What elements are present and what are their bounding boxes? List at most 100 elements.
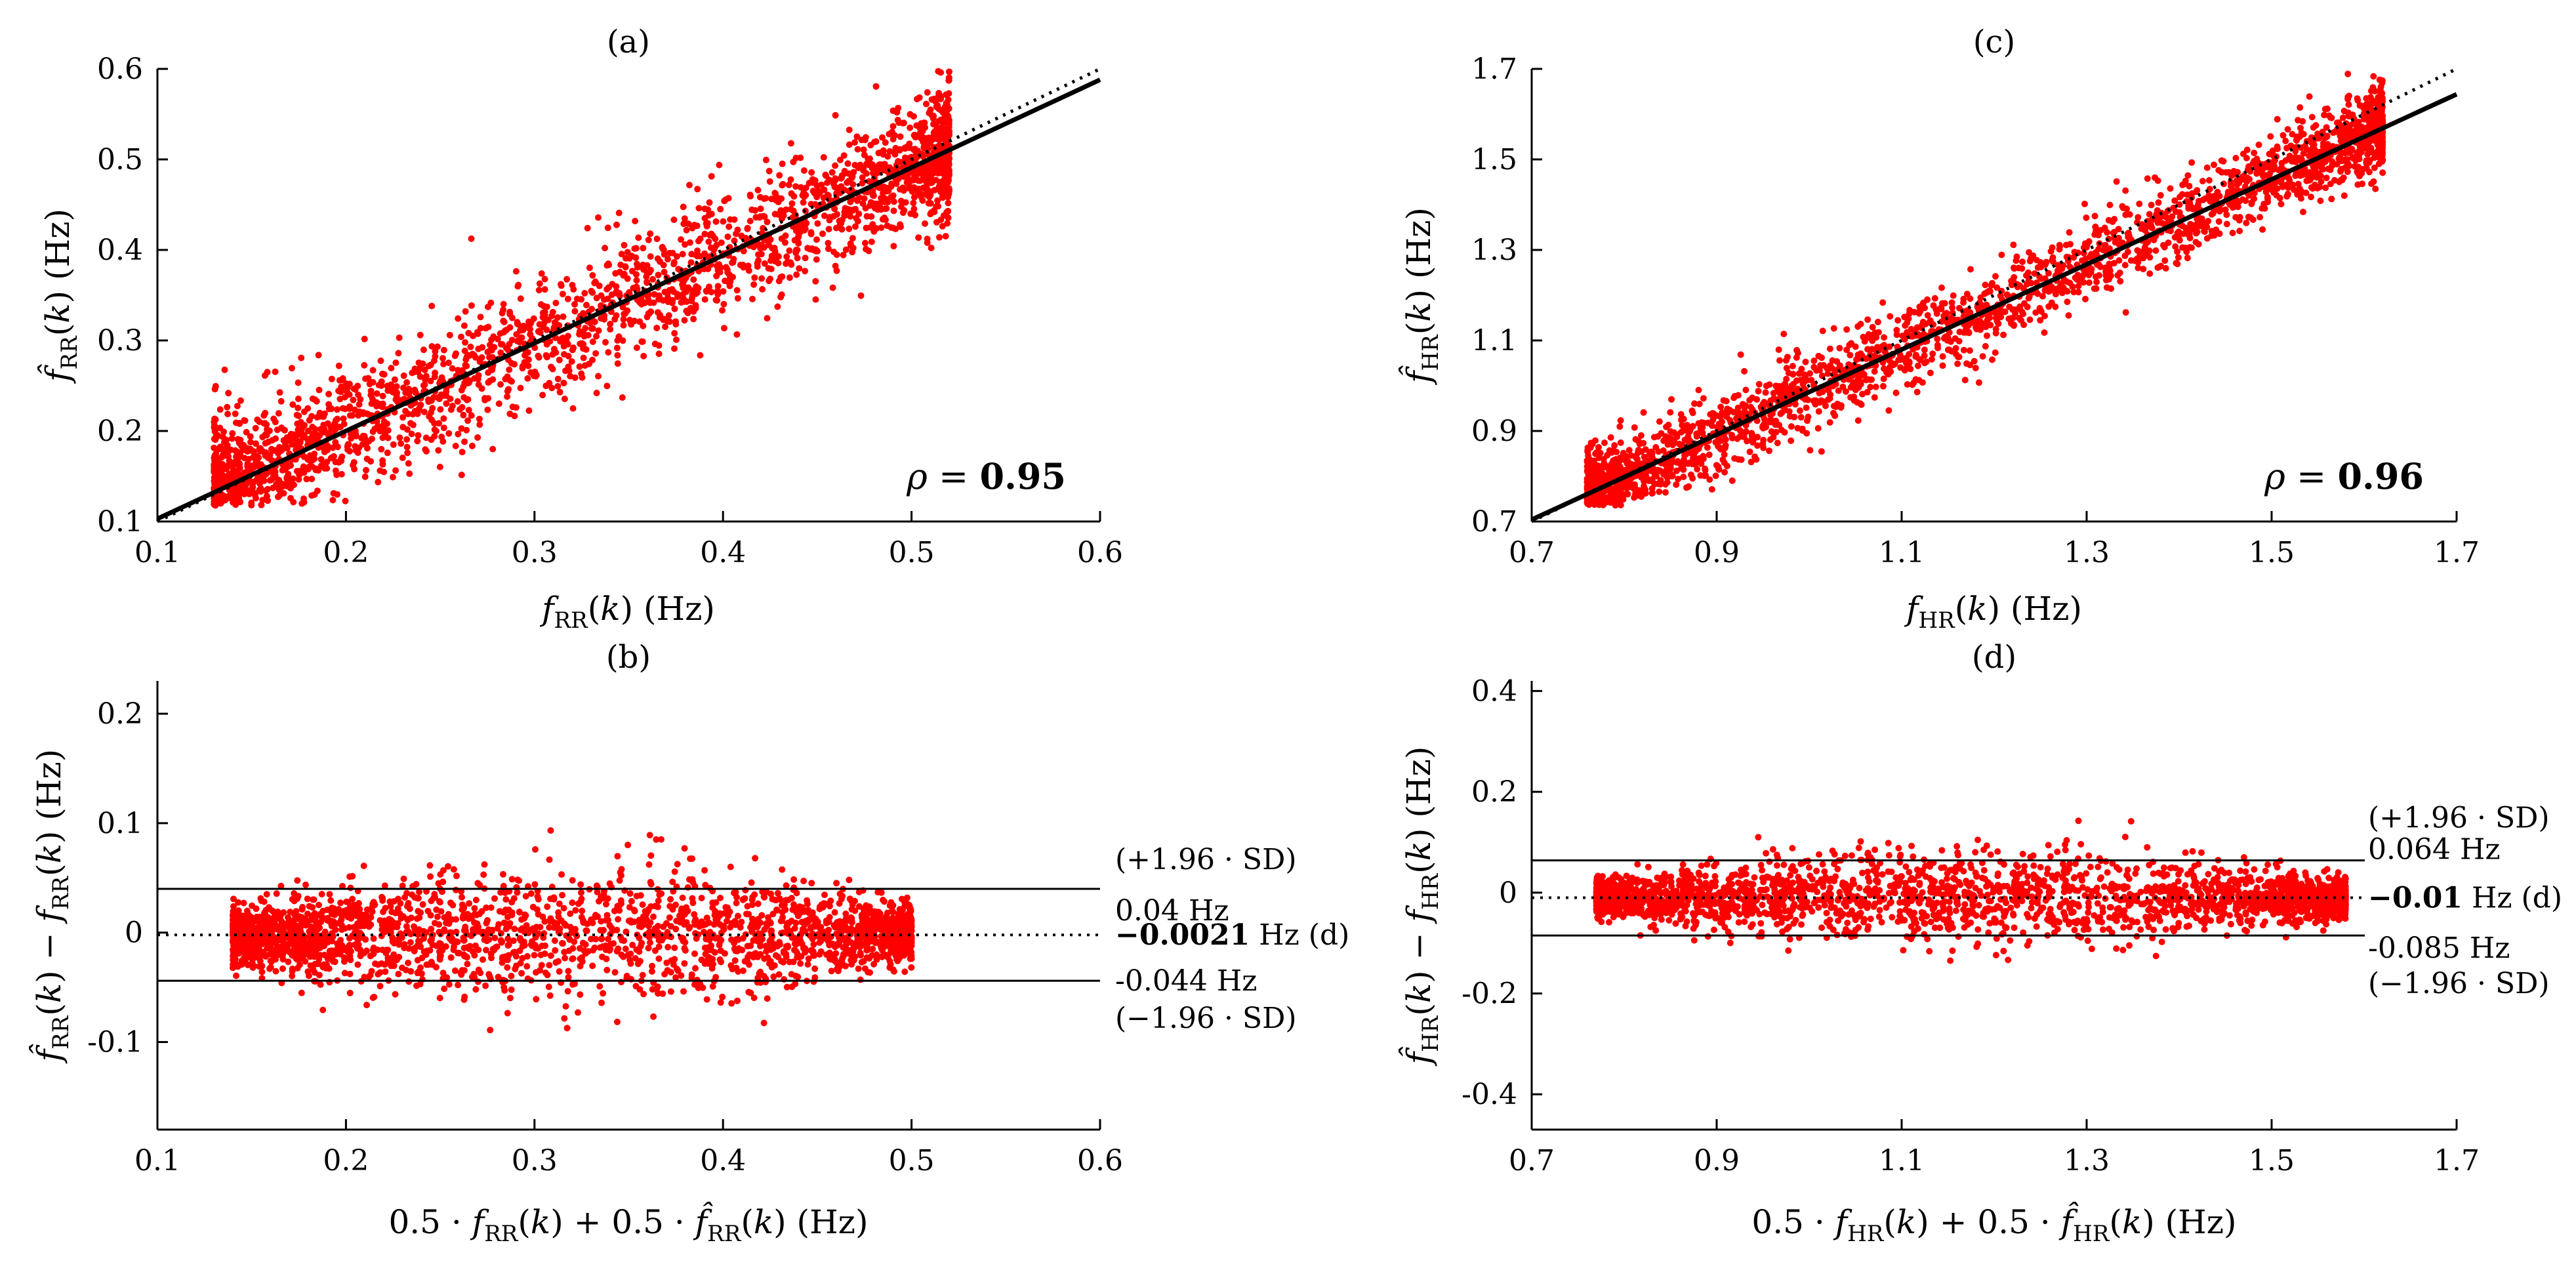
panel-a-point [840,251,847,258]
panel-b-point [779,866,786,873]
panel-b-point [823,901,830,908]
panel-a-point [812,277,819,285]
panel-b-point [394,924,401,931]
panel-b-point [436,940,443,947]
panel-b-point [603,901,609,908]
panel-b-point [471,905,478,912]
panel-b-point [881,898,888,905]
panel-a-point [762,195,769,202]
panel-b-point [688,971,695,978]
panel-a-point [651,291,658,298]
panel-a-point [266,451,274,459]
panel-b-point [415,926,422,933]
panel-a-point [937,116,944,123]
panel-a-point [945,194,952,201]
panel-a-point [714,297,721,304]
panel-a-point [693,283,700,290]
panel-a-point [247,439,254,445]
panel-a-point [945,96,952,103]
panel-b-point [247,924,255,930]
panel-a-point [935,203,942,210]
panel-a-point [936,234,943,241]
panel-a-point [719,307,726,314]
panel-a-point [517,384,524,392]
panel-a-point [632,218,639,224]
panel-a-point [907,111,914,118]
panel-b-point [842,915,849,922]
panel-a-point [671,345,678,352]
panel-a-point [354,449,361,457]
panel-a-point [455,430,462,438]
panel-a-point [500,300,507,308]
panel-b-point [262,953,270,960]
panel-a-point [820,153,827,161]
panel-b-point [816,903,823,910]
panel-a-point [290,499,297,506]
panel-b-point [523,963,531,970]
panel-b-point [266,904,272,911]
panel-a-point [428,302,436,310]
panel-a-point [489,445,497,453]
panel-b-point [680,988,687,995]
panel-a-point [890,243,897,250]
panel-a-point [508,314,516,321]
panel-b-point [578,889,584,896]
panel-a-point [598,302,605,309]
panel-b-point [267,918,274,926]
panel-b-point [672,926,680,933]
panel-a-point [238,442,245,449]
panel-b-point [502,890,509,896]
panel-a-point [633,277,640,284]
panel-a-point [888,183,895,190]
panel-a-point [458,472,465,478]
panel-b-point [622,945,629,952]
panel-b-point [744,958,751,965]
panel-a-point [867,155,873,162]
panel-b-point [889,909,897,916]
panel-a-point [295,379,302,386]
panel-a-point [316,386,323,394]
panel-b-point [516,935,523,943]
panel-b-point [555,909,562,916]
panel-a-point [872,83,880,90]
panel-b-point [866,954,873,962]
panel-a-point [771,211,779,218]
panel-b-point [546,992,554,999]
panel-b-point [569,877,576,884]
panel-b-point [682,939,689,946]
panel-b-point [693,919,701,926]
panel-a-point [427,377,434,384]
panel-b-point [459,893,465,901]
panel-a-point [788,190,795,197]
panel-a-point [603,262,611,269]
panel-a-point [519,365,526,372]
panel-b-point [354,961,361,968]
panel-a-point [463,426,470,434]
panel-a-point [373,390,380,397]
panel-b-point [600,990,607,997]
panel-b-point [640,922,647,928]
panel-b-point [780,958,787,966]
panel-b-point [378,893,386,901]
panel-a-point [300,453,308,460]
panel-a-point [389,474,396,481]
panel-a-point [560,379,567,386]
panel-a-point [775,260,782,267]
panel-a-point [399,454,406,461]
panel-a-point [449,365,456,372]
panel-a-point [825,226,832,233]
panel-a-point [848,174,855,181]
panel-b-point [564,988,571,995]
panel-a-point [221,465,228,472]
panel-a-point [644,278,651,285]
panel-a-point [737,262,744,268]
panel-a-point [586,264,593,272]
panel-b-point [484,917,491,924]
panel-a-point [605,349,612,356]
panel-a-point [884,199,891,206]
panel-a-point [593,295,600,302]
panel-a-point [335,362,342,369]
panel-a-point [813,247,819,255]
panel-a-point [870,228,878,235]
panel-b-point [319,964,327,971]
